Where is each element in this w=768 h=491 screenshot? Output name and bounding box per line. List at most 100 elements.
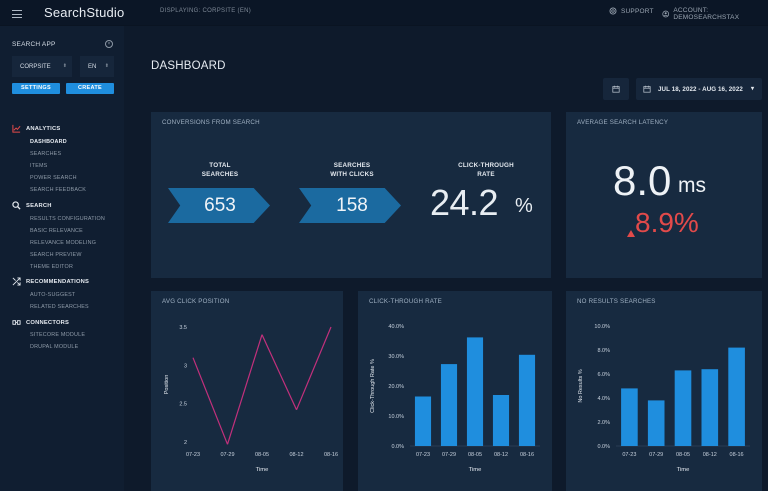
calendar-export-button[interactable] <box>603 78 629 100</box>
latency-value: 8.0 <box>613 157 672 204</box>
trend-up-icon <box>627 230 635 237</box>
sidebar-item-dashboard[interactable]: DASHBOARD <box>30 139 67 145</box>
sidebar-item-search-feedback[interactable]: SEARCH FEEDBACK <box>30 187 87 193</box>
nav-section-label: CONNECTORS <box>26 319 70 326</box>
searches-with-clicks-label-line1: SEARCHES <box>333 162 371 169</box>
account-menu[interactable]: ACCOUNT: DEMOSEARCHSTAX <box>662 7 768 21</box>
bar <box>414 396 432 446</box>
sidebar-item-related-searches[interactable]: RELATED SEARCHES <box>30 304 89 310</box>
sidebar-item-power-search[interactable]: POWER SEARCH <box>30 175 77 181</box>
settings-button[interactable]: SETTINGS <box>12 83 60 94</box>
y-tick-label: 3 <box>184 363 187 369</box>
sidebar-item-sitecore-module[interactable]: SITECORE MODULE <box>30 332 86 338</box>
y-tick-label: 2.0% <box>597 420 610 426</box>
total-searches-value: 653 <box>204 195 236 216</box>
nav-section-recommendations[interactable]: RECOMMENDATIONS <box>12 277 89 286</box>
y-tick-label: 10.0% <box>388 414 404 420</box>
select-caret-icon: ⬍ <box>62 63 67 69</box>
x-tick-label: 07-23 <box>416 452 430 458</box>
y-tick-label: 30.0% <box>388 354 404 360</box>
click-through-rate-unit: % <box>515 195 533 217</box>
x-tick-label: 08-12 <box>494 452 508 458</box>
nav-section-search[interactable]: SEARCH <box>12 201 52 210</box>
y-tick-label: 4.0% <box>597 396 610 402</box>
line-segment <box>192 357 229 445</box>
close-circle-icon[interactable]: × <box>105 40 113 48</box>
bar <box>621 388 638 446</box>
x-tick-label: 07-29 <box>442 452 456 458</box>
language-select-value: EN <box>88 64 97 70</box>
line-segment <box>295 326 332 411</box>
account-label: ACCOUNT: DEMOSEARCHSTAX <box>673 7 740 21</box>
no-results-searches-chart: 10.0% 8.0% 6.0% 4.0% 2.0% 0.0% No Results % Tim… <box>578 324 750 473</box>
click-through-rate-label-line1: CLICK-THROUGH <box>458 162 514 169</box>
x-tick-label: 08-16 <box>520 452 534 458</box>
nav-section-label: ANALYTICS <box>26 125 61 132</box>
conversions-title: CONVERSIONS FROM SEARCH <box>162 119 260 126</box>
y-axis-label: Click-Through Rate % <box>370 359 376 413</box>
site-select[interactable]: CORPSITE ⬍ <box>12 56 72 77</box>
bar <box>647 400 665 446</box>
x-tick-label: 08-05 <box>676 452 690 458</box>
sidebar-item-items[interactable]: ITEMS <box>30 163 48 169</box>
support-link[interactable]: SUPPORT <box>609 7 654 15</box>
calendar-icon <box>612 85 620 93</box>
sidebar-item-drupal-module[interactable]: DRUPAL MODULE <box>30 344 79 350</box>
line-segment <box>226 334 263 445</box>
sidebar: SEARCH APP × CORPSITE ⬍ EN ⬍ SETTINGS CR… <box>0 26 124 491</box>
x-tick-label: 07-29 <box>220 452 234 458</box>
support-icon <box>609 7 617 15</box>
displaying-label: DISPLAYING: CORPSITE (EN) <box>160 8 252 14</box>
latency-title: AVERAGE SEARCH LATENCY <box>577 119 669 126</box>
sidebar-item-search-preview[interactable]: SEARCH PREVIEW <box>30 252 82 258</box>
sidebar-item-relevance-modeling[interactable]: RELEVANCE MODELING <box>30 240 97 246</box>
bar <box>701 369 719 446</box>
select-caret-icon: ⬍ <box>104 63 109 69</box>
avg-click-position-panel: AVG CLICK POSITION 3.5 3 2.5 2 Position Time 0… <box>151 291 343 491</box>
hamburger-menu-icon[interactable] <box>12 10 22 18</box>
total-searches-label-line1: TOTAL <box>209 162 231 169</box>
y-tick-label: 6.0% <box>597 372 610 378</box>
sidebar-item-searches[interactable]: SEARCHES <box>30 151 62 157</box>
searches-with-clicks-chevron <box>299 188 401 223</box>
create-button[interactable]: CREATE <box>66 83 114 94</box>
brand-logo[interactable]: SearchStudio <box>44 5 125 20</box>
nav-section-label: SEARCH <box>26 202 52 209</box>
top-bar: SearchStudio DISPLAYING: CORPSITE (EN) S… <box>0 0 768 26</box>
nav-section-analytics[interactable]: ANALYTICS <box>12 124 60 133</box>
date-range-value: JUL 18, 2022 - AUG 16, 2022 <box>658 86 743 93</box>
y-tick-label: 2 <box>184 440 187 446</box>
no-results-searches-panel: NO RESULTS SEARCHES 10.0% 8.0% 6.0% 4.0% 2.0… <box>566 291 762 491</box>
y-axis-label: No Results % <box>578 369 584 402</box>
y-tick-label: 20.0% <box>388 384 404 390</box>
chart-line-icon <box>12 124 21 133</box>
x-tick-label: 08-05 <box>255 452 269 458</box>
sidebar-item-auto-suggest[interactable]: AUTO-SUGGEST <box>30 292 76 298</box>
x-tick-label: 07-29 <box>649 452 663 458</box>
bar <box>728 347 745 446</box>
recommendations-icon <box>12 277 21 286</box>
nav-section-label: RECOMMENDATIONS <box>26 278 90 285</box>
sidebar-item-theme-editor[interactable]: THEME EDITOR <box>30 264 74 270</box>
search-icon <box>12 201 21 210</box>
connectors-icon <box>12 320 21 325</box>
sidebar-item-results-configuration[interactable]: RESULTS CONFIGURATION <box>30 216 105 222</box>
nav-section-connectors[interactable]: CONNECTORS <box>12 318 69 327</box>
searches-with-clicks-value: 158 <box>336 195 368 216</box>
bar <box>440 364 458 446</box>
x-axis-label: Time <box>256 467 269 473</box>
bar <box>466 337 484 446</box>
chart-title: NO RESULTS SEARCHES <box>577 298 656 305</box>
x-tick-label: 08-12 <box>289 452 303 458</box>
sidebar-item-basic-relevance[interactable]: BASIC RELEVANCE <box>30 228 83 234</box>
language-select[interactable]: EN ⬍ <box>80 56 114 77</box>
searches-with-clicks-label-line2: WITH CLICKS <box>330 171 374 178</box>
date-range-picker[interactable]: JUL 18, 2022 - AUG 16, 2022 ▾ <box>636 78 762 100</box>
chevron-down-icon: ▾ <box>750 86 754 92</box>
y-axis-label: Position <box>164 375 170 395</box>
x-tick-label: 08-16 <box>324 452 338 458</box>
avg-click-position-chart: 3.5 3 2.5 2 Position Time 07-23 07-29 08-05 08-12… <box>164 325 338 473</box>
y-tick-label: 2.5 <box>179 402 187 408</box>
click-through-rate-value: 24.2 <box>430 182 499 223</box>
bar <box>492 395 510 446</box>
